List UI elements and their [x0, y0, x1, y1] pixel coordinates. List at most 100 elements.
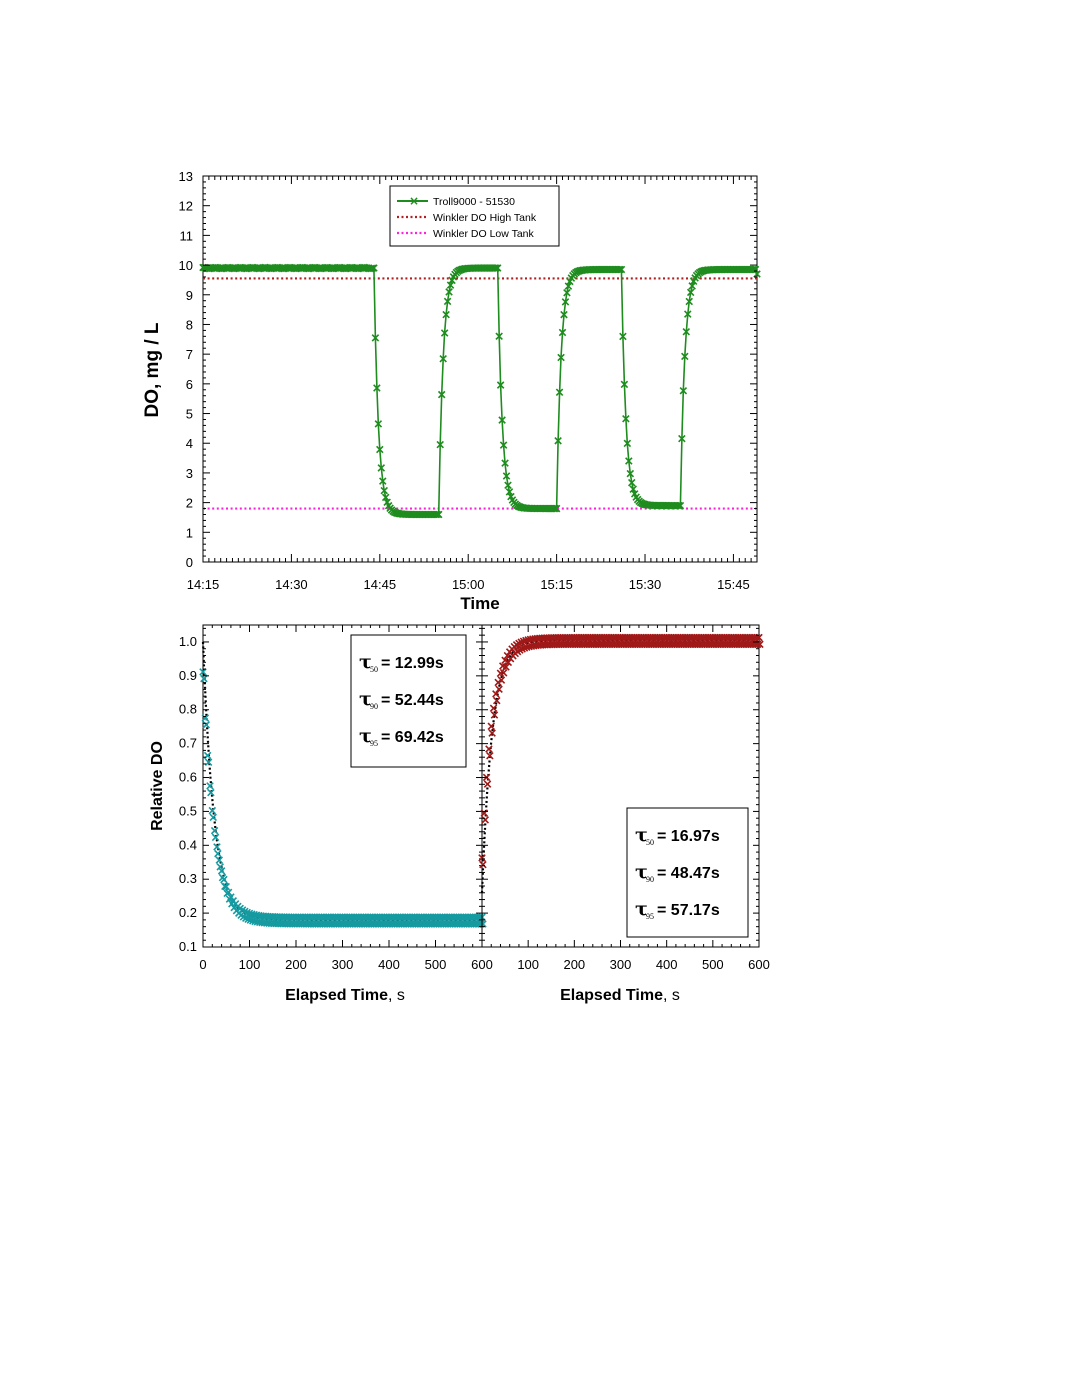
x-tick-label: 500	[702, 957, 724, 972]
y-tick-label: 0.5	[179, 803, 197, 818]
data-point	[481, 816, 489, 824]
troll-point-stroke-b	[561, 298, 570, 306]
troll-point-stroke-b	[679, 386, 688, 395]
troll-point-stroke-b	[440, 329, 449, 337]
troll-point-stroke-b	[563, 288, 571, 297]
troll-point-stroke-b	[558, 328, 567, 337]
troll-point	[682, 327, 691, 336]
troll-point-stroke-b	[443, 297, 452, 306]
troll-point-stroke-b	[442, 310, 450, 319]
data-point-stroke-b	[523, 643, 531, 652]
legend-label-high: Winkler DO High Tank	[433, 212, 537, 224]
troll-point	[561, 298, 570, 306]
troll-point-stroke-b	[748, 265, 757, 274]
troll-point	[563, 288, 571, 297]
top-y-tick-label: 13	[179, 169, 193, 184]
tau-value: = 69.42s	[381, 729, 444, 746]
troll-point-stroke-b	[439, 354, 447, 363]
x-tick-label: 600	[748, 957, 770, 972]
troll-point	[442, 310, 450, 319]
data-point-stroke-b	[499, 662, 507, 670]
data-point-stroke-b	[204, 758, 213, 767]
troll-point-stroke-b	[626, 469, 635, 478]
top-legend: × Troll9000 - 51530 Winkler DO High Tank…	[389, 185, 560, 247]
troll-point	[617, 265, 626, 274]
data-point-stroke-b	[208, 806, 217, 815]
data-point-stroke-b	[210, 826, 219, 835]
troll-point	[498, 416, 506, 424]
data-point	[213, 843, 221, 851]
x-tick-label: 0	[199, 957, 206, 972]
troll-point	[625, 457, 633, 465]
troll-point-stroke-b	[616, 265, 624, 274]
bl-x-axis-title-main: Elapsed Time	[285, 987, 388, 1004]
data-point	[487, 722, 495, 731]
troll-point-stroke-b	[554, 437, 562, 445]
top-y-tick-label: 7	[186, 347, 193, 362]
y-tick-label: 0.4	[179, 837, 197, 852]
troll-point	[673, 501, 682, 510]
troll-point-stroke-b	[551, 504, 559, 513]
data-point-stroke-b	[502, 663, 510, 671]
troll-point-stroke-b	[681, 352, 689, 361]
data-point	[479, 920, 487, 928]
x-tick-label: 100	[239, 957, 261, 972]
data-point	[217, 867, 226, 875]
data-point	[200, 674, 208, 683]
data-point	[485, 745, 493, 753]
tau-value: = 48.47s	[657, 865, 720, 882]
tau-value: = 57.17s	[657, 902, 720, 919]
top-x-tick-label: 15:30	[629, 577, 662, 592]
troll-point	[551, 504, 559, 513]
top-x-tick-label: 14:30	[275, 577, 308, 592]
data-point-stroke-b	[488, 729, 496, 737]
relative-do-rise-chart: 100 200 300 400 500 600 Elapsed Time, s τ50 = …	[478, 624, 770, 1004]
troll-point-stroke-b	[501, 459, 509, 467]
troll-point	[499, 441, 508, 449]
troll-point	[627, 478, 636, 487]
troll-point-stroke-b	[625, 457, 633, 465]
data-point	[207, 788, 215, 797]
tau-subscript: 90	[370, 702, 378, 711]
troll-point-stroke-b	[504, 481, 512, 489]
troll-point-stroke-b	[552, 504, 561, 513]
troll-point-stroke-b	[753, 270, 761, 278]
troll-point	[445, 288, 453, 296]
data-point-stroke-b	[216, 863, 224, 871]
troll-point	[439, 354, 447, 363]
troll-point-stroke-b	[614, 265, 623, 274]
tau-value: = 12.99s	[381, 655, 444, 672]
data-point-stroke-b	[495, 685, 503, 693]
x-tick-label: 200	[563, 957, 585, 972]
troll-point-stroke-b	[549, 504, 558, 513]
troll-point-stroke-b	[496, 381, 505, 389]
troll-point-stroke-b	[683, 310, 692, 318]
data-point-stroke-b	[481, 816, 489, 824]
data-point	[209, 813, 217, 822]
top-y-tick-label: 5	[186, 407, 193, 422]
y-tick-label: 0.2	[179, 905, 197, 920]
tau-value: = 16.97s	[657, 828, 720, 845]
data-point-stroke-b	[199, 668, 207, 676]
troll-point	[371, 334, 380, 342]
troll-point	[558, 328, 567, 337]
top-y-tick-label: 11	[180, 228, 194, 243]
data-point-stroke-b	[483, 780, 492, 788]
troll-point-stroke-b	[622, 414, 630, 423]
troll-point-stroke-b	[383, 498, 391, 506]
legend-label-low: Winkler DO Low Tank	[433, 228, 535, 240]
troll-point-stroke-b	[446, 281, 455, 289]
data-point-stroke-b	[224, 888, 233, 897]
data-point	[488, 729, 496, 737]
tau-subscript: 95	[370, 739, 378, 748]
top-y-tick-label: 6	[186, 377, 193, 392]
data-point-stroke-b	[211, 833, 220, 842]
y-tick-label: 0.3	[179, 871, 197, 886]
top-y-tick-label: 12	[179, 199, 193, 214]
data-point	[220, 875, 228, 884]
top-x-tick-label: 14:45	[364, 577, 397, 592]
troll-point	[493, 264, 502, 272]
data-point	[495, 685, 503, 693]
data-point-stroke-b	[243, 908, 251, 917]
